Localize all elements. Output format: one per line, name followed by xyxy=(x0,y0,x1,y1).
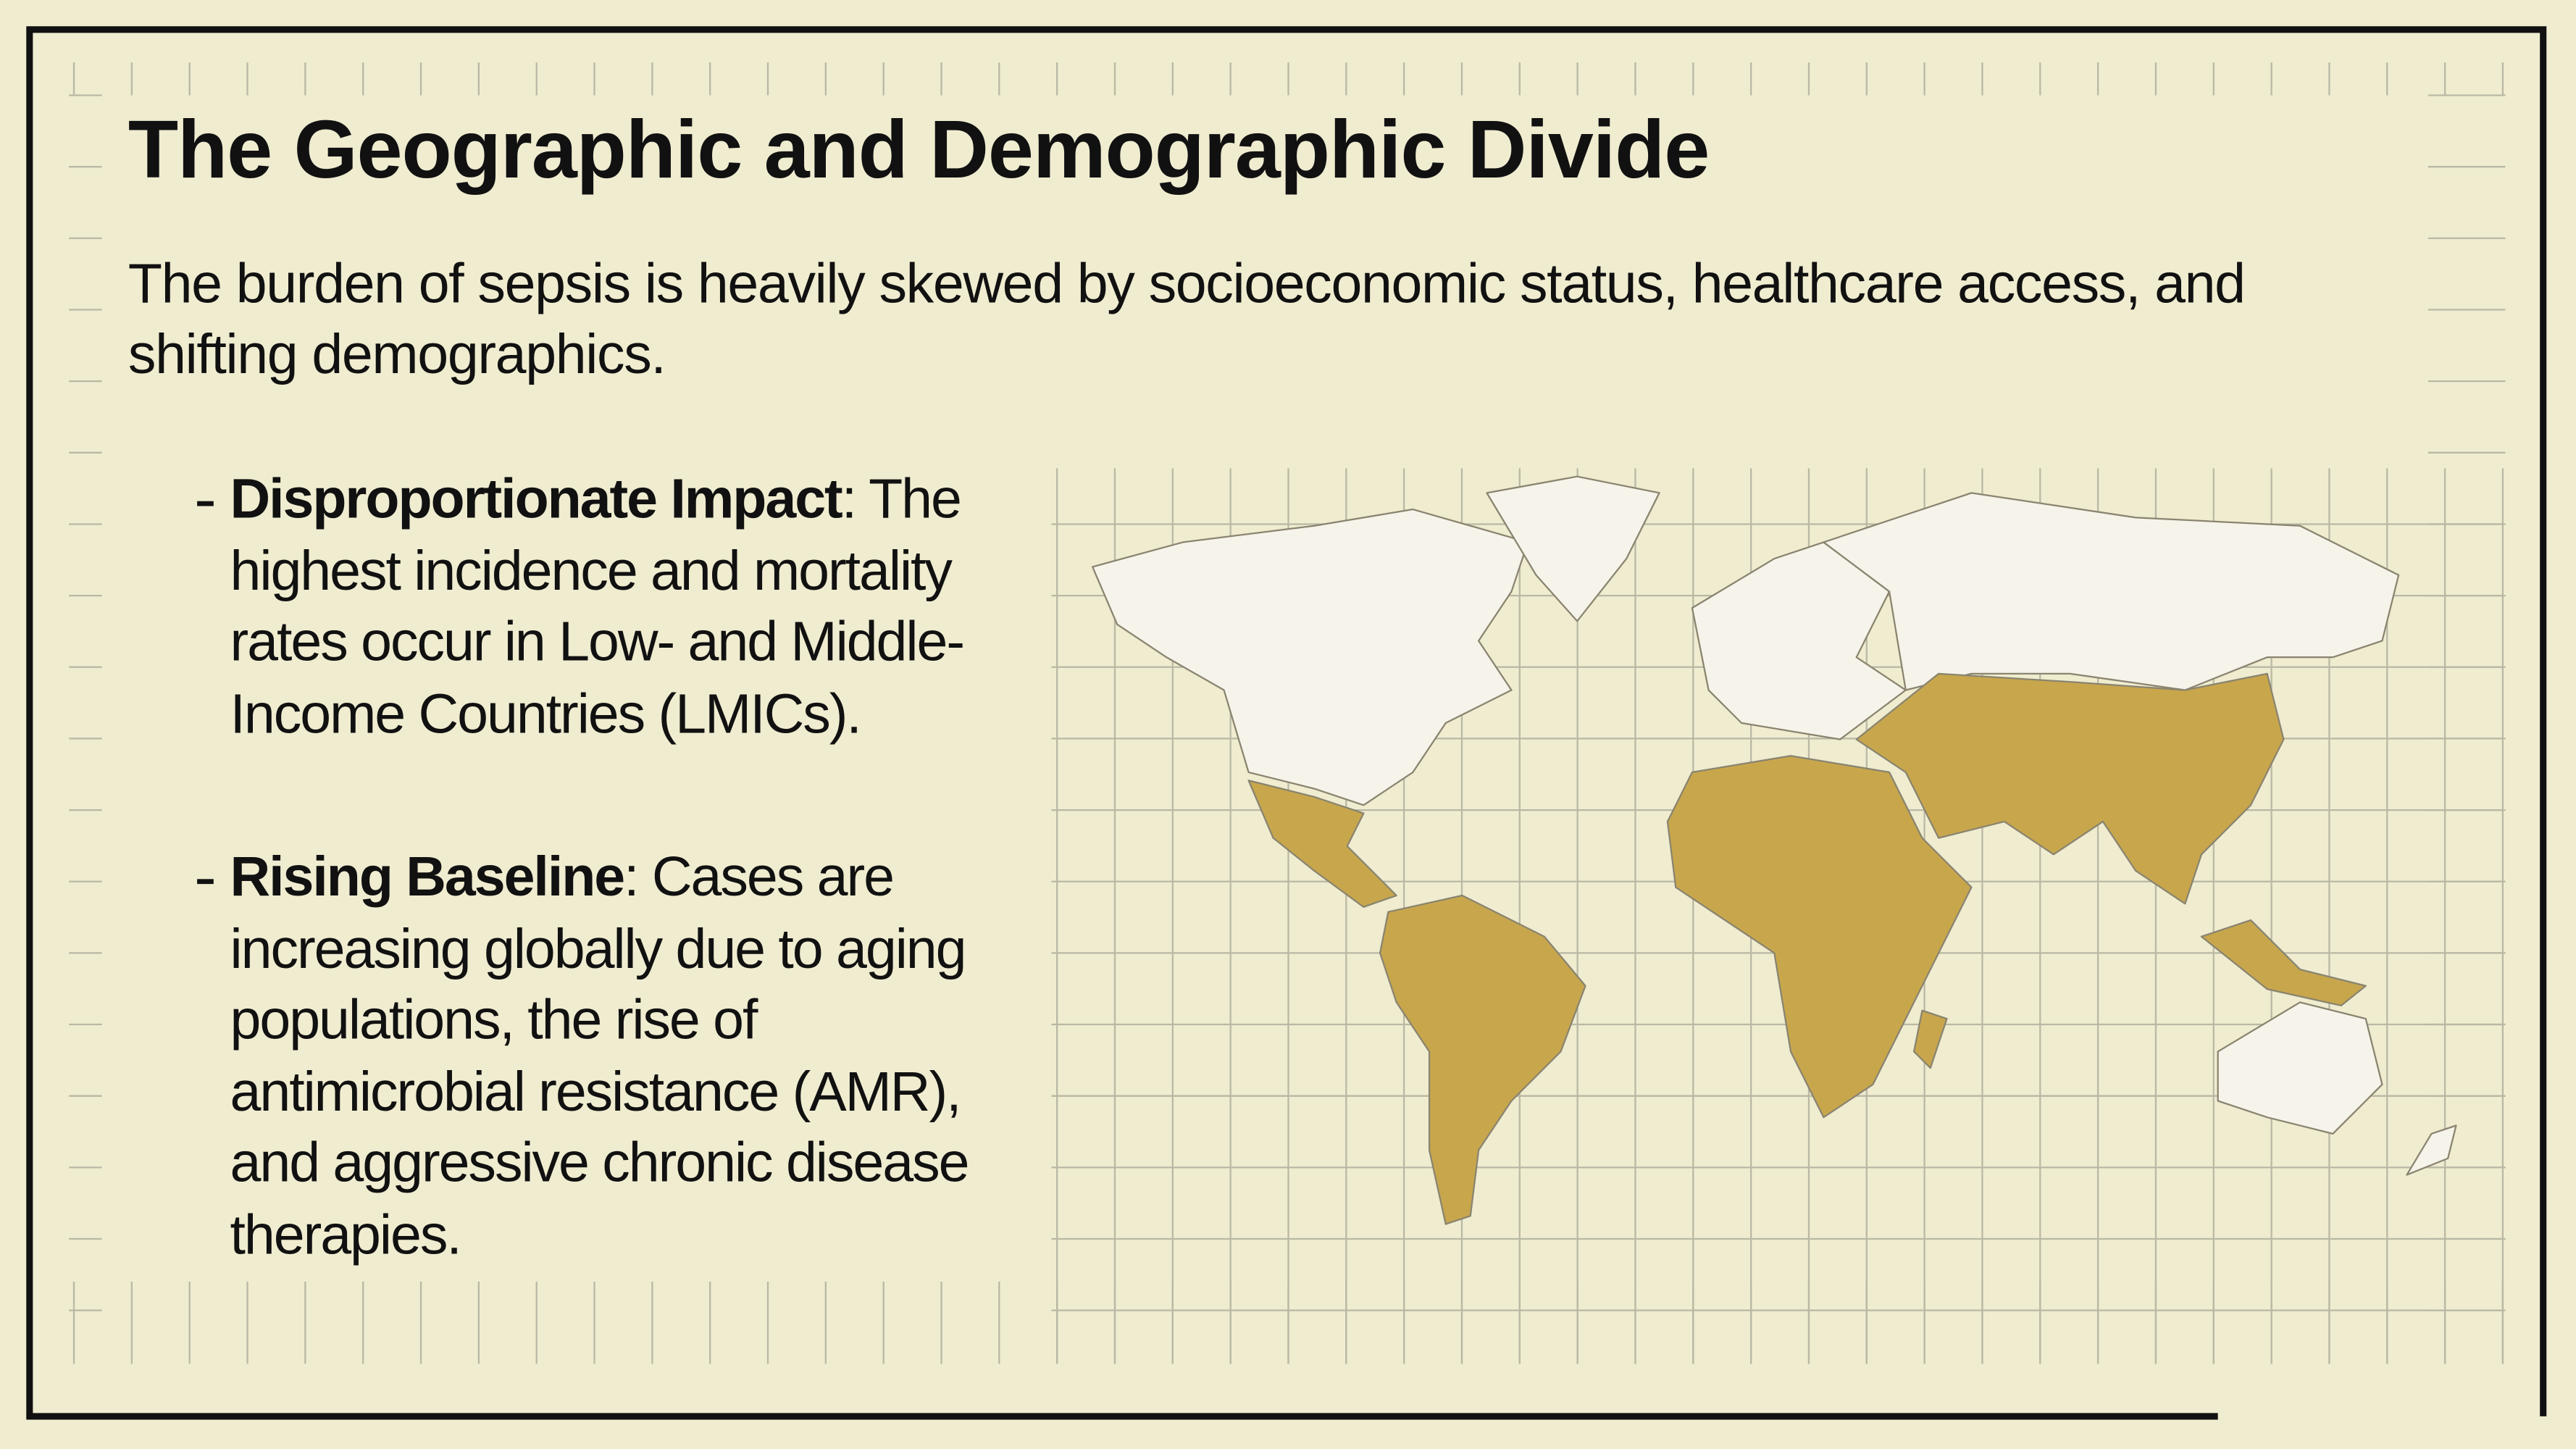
bullet-text: : Cases are increasing globally due to a… xyxy=(230,845,970,1266)
north-america xyxy=(1092,508,1529,806)
bullet-label: Disproportionate Impact xyxy=(230,468,843,531)
africa xyxy=(1666,755,1973,1119)
asia xyxy=(1855,672,2285,905)
central-america xyxy=(1247,780,1397,909)
madagascar xyxy=(1912,1009,1948,1069)
world-map xyxy=(1092,475,2457,1225)
bullet-text: : The highest incidence and mortality ra… xyxy=(230,468,966,746)
australia xyxy=(2217,1001,2383,1135)
north-asia xyxy=(1823,492,2400,691)
south-america xyxy=(1379,894,1586,1225)
bullet-dash xyxy=(197,879,214,885)
title: The Geographic and Demographic Divide xyxy=(127,103,1710,196)
southeast-asia-islands xyxy=(2200,919,2367,1007)
bullet-dash xyxy=(197,501,214,506)
greenland xyxy=(1486,475,1660,622)
bullet-label: Rising Baseline xyxy=(230,845,626,909)
new-zealand xyxy=(2406,1124,2457,1176)
subtitle: The burden of sepsis is heavily skewed b… xyxy=(127,253,2246,386)
europe xyxy=(1691,541,1907,740)
bullet: Rising Baseline: Cases are increasing gl… xyxy=(197,843,1060,1271)
frame xyxy=(26,26,2547,1420)
bullet: Disproportionate Impact: The highest inc… xyxy=(197,465,1060,751)
